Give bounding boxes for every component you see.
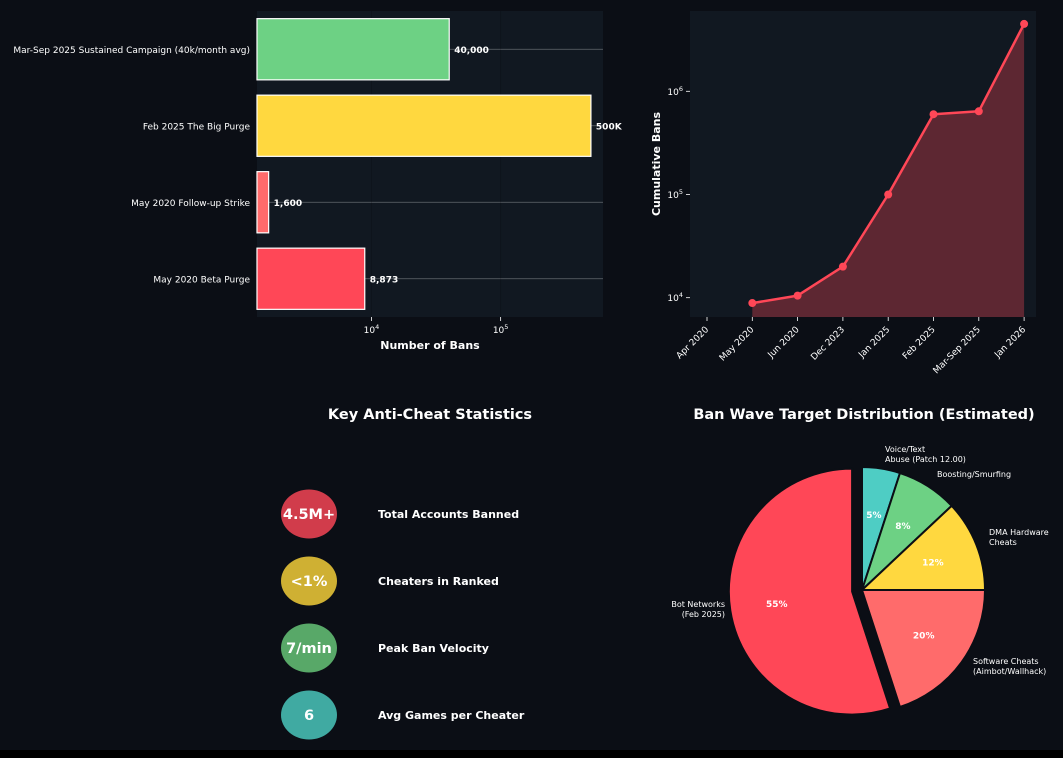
bar-value-label: 8,873 [370,275,398,285]
line-x-tick-label: Jan 2025 [857,325,893,361]
bottom-strip [0,750,1063,758]
line-point [884,190,893,199]
line-chart-plot-area [690,11,1036,317]
bar [256,247,366,310]
line-y-tick-label: 105 [667,188,683,201]
line-point [974,107,983,116]
pie-slice-pct: 8% [895,522,910,532]
line-x-tick-label: Jun 2020 [766,325,802,361]
stat-label: Peak Ban Velocity [378,642,489,655]
line-y-tick-label: 104 [667,291,683,304]
stat-badge [281,556,337,606]
bar-category-label: May 2020 Follow-up Strike [131,199,250,209]
line-chart: Apr 2020 May 2020 Jun 2020 Dec 2023 Jan 2025… [650,11,1036,376]
bar-x-tick-label: 104 [364,323,380,336]
pie-chart-title: Ban Wave Target Distribution (Estimated) [693,407,1034,423]
stat-value: <1% [291,574,328,590]
bar-chart-xlabel: Number of Bans [380,339,480,352]
stat-badge [281,623,337,673]
line-y-tick-label: 106 [667,85,683,98]
stat-badge [281,690,337,740]
bar-category-label: Feb 2025 The Big Purge [143,122,251,132]
bar-chart: Mar-Sep 2025 Sustained Campaign (40k/mon… [13,11,623,352]
line-x-tick-label: Jan 2026 [992,325,1028,361]
pie-slice-pct: 5% [866,511,881,521]
bar-category-label: May 2020 Beta Purge [153,275,250,285]
line-point [1020,19,1029,28]
line-x-tick-label: Feb 2025 [901,325,938,362]
bar-value-label: 1,600 [274,199,302,209]
stat-value: 6 [304,708,314,724]
line-chart-ylabel: Cumulative Bans [650,112,663,217]
pie-slice [727,467,892,716]
line-x-tick-label: Apr 2020 [675,325,711,361]
pie-slice-label: Boosting/Smurfing [937,470,1011,479]
pie-slice-label: Voice/Text Abuse (Patch 12.00) [885,445,966,464]
pie-slice-pct: 20% [913,631,935,641]
line-point [838,262,847,271]
stats-panel: Key Anti-Cheat Statistics 4.5M+ Total Acc… [281,407,532,740]
line-point [793,291,802,300]
stat-badge [281,489,337,539]
bar-value-label: 500K [596,122,623,132]
stat-label: Avg Games per Cheater [378,709,525,722]
bar [256,94,592,157]
line-x-tick-label: Mar-Sep 2025 [932,325,983,376]
pie-slice-label: Software Cheats (Aimbot/Wallhack) [973,657,1046,676]
bar-category-label: Mar-Sep 2025 Sustained Campaign (40k/mon… [13,46,250,56]
pie-slice [859,504,987,591]
stat-value: 4.5M+ [283,507,335,523]
line-area-fill [752,23,1025,318]
pie-slice-label: DMA Hardware Cheats [989,528,1049,547]
stat-label: Total Accounts Banned [378,508,519,521]
line-point [748,299,757,308]
pie-chart: Ban Wave Target Distribution (Estimated)… [671,407,1049,716]
stat-label: Cheaters in Ranked [378,575,499,588]
stat-value: 7/min [286,641,332,657]
bar [256,171,270,234]
pie-slice-pct: 55% [766,600,788,610]
line-x-tick-label: Dec 2023 [809,325,847,363]
pie-slice [860,589,987,709]
bar-x-tick-label: 105 [493,323,509,336]
pie-slice-pct: 12% [922,558,944,568]
bar-value-label: 40,000 [454,46,489,56]
line-x-tick-label: May 2020 [718,325,757,364]
pie-slice-label: Bot Networks (Feb 2025) [671,600,725,619]
bar [256,18,450,81]
stats-panel-title: Key Anti-Cheat Statistics [328,407,532,423]
line-point [929,110,938,119]
